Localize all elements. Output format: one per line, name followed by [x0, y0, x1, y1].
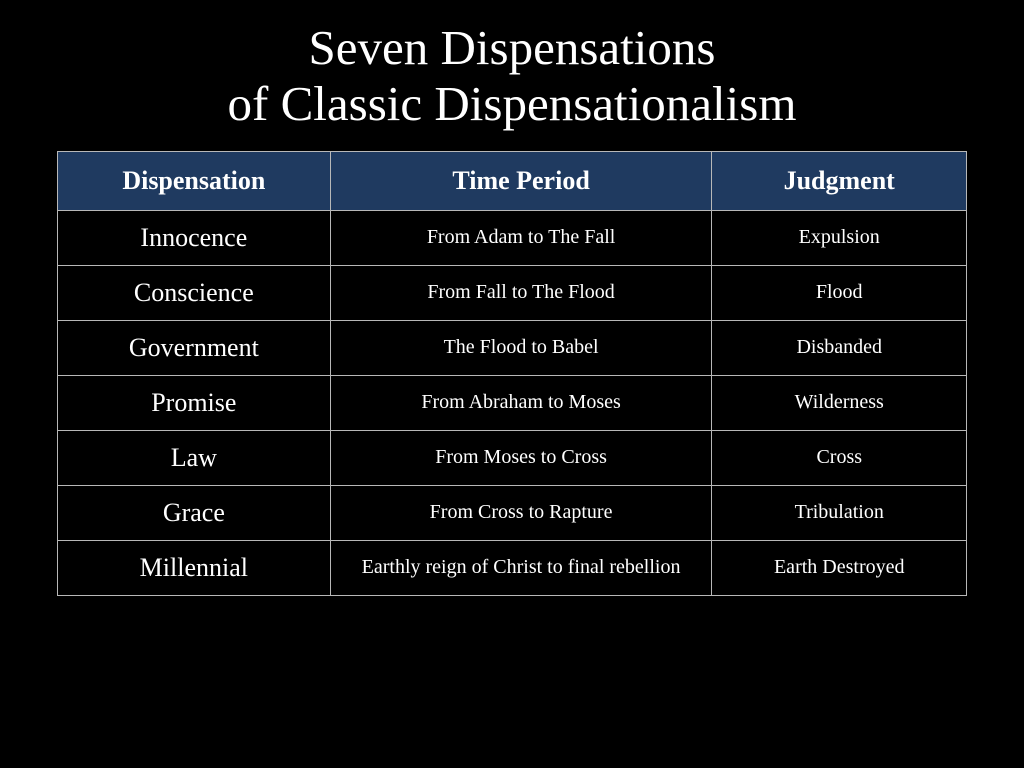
time-period-cell: From Fall to The Flood [330, 265, 712, 320]
table-row: Law From Moses to Cross Cross [58, 430, 967, 485]
judgment-cell: Disbanded [712, 320, 967, 375]
time-period-cell: From Adam to The Fall [330, 210, 712, 265]
judgment-cell: Earth Destroyed [712, 540, 967, 595]
dispensation-cell: Conscience [58, 265, 331, 320]
dispensations-table: Dispensation Time Period Judgment Innoce… [57, 151, 967, 596]
table-row: Conscience From Fall to The Flood Flood [58, 265, 967, 320]
col-header-time-period: Time Period [330, 151, 712, 210]
dispensation-cell: Law [58, 430, 331, 485]
page-title: Seven Dispensations of Classic Dispensat… [228, 20, 797, 133]
table-row: Innocence From Adam to The Fall Expulsio… [58, 210, 967, 265]
time-period-cell: Earthly reign of Christ to final rebelli… [330, 540, 712, 595]
time-period-cell: From Abraham to Moses [330, 375, 712, 430]
dispensation-cell: Promise [58, 375, 331, 430]
dispensation-cell: Innocence [58, 210, 331, 265]
table-row: Grace From Cross to Rapture Tribulation [58, 485, 967, 540]
table-row: Millennial Earthly reign of Christ to fi… [58, 540, 967, 595]
table-row: Promise From Abraham to Moses Wilderness [58, 375, 967, 430]
dispensation-cell: Grace [58, 485, 331, 540]
judgment-cell: Tribulation [712, 485, 967, 540]
dispensation-cell: Millennial [58, 540, 331, 595]
title-line-1: Seven Dispensations [228, 20, 797, 76]
time-period-cell: The Flood to Babel [330, 320, 712, 375]
table-body: Innocence From Adam to The Fall Expulsio… [58, 210, 967, 595]
time-period-cell: From Cross to Rapture [330, 485, 712, 540]
judgment-cell: Cross [712, 430, 967, 485]
time-period-cell: From Moses to Cross [330, 430, 712, 485]
dispensation-cell: Government [58, 320, 331, 375]
judgment-cell: Flood [712, 265, 967, 320]
table-header-row: Dispensation Time Period Judgment [58, 151, 967, 210]
col-header-judgment: Judgment [712, 151, 967, 210]
judgment-cell: Expulsion [712, 210, 967, 265]
judgment-cell: Wilderness [712, 375, 967, 430]
table-row: Government The Flood to Babel Disbanded [58, 320, 967, 375]
col-header-dispensation: Dispensation [58, 151, 331, 210]
title-line-2: of Classic Dispensationalism [228, 76, 797, 132]
